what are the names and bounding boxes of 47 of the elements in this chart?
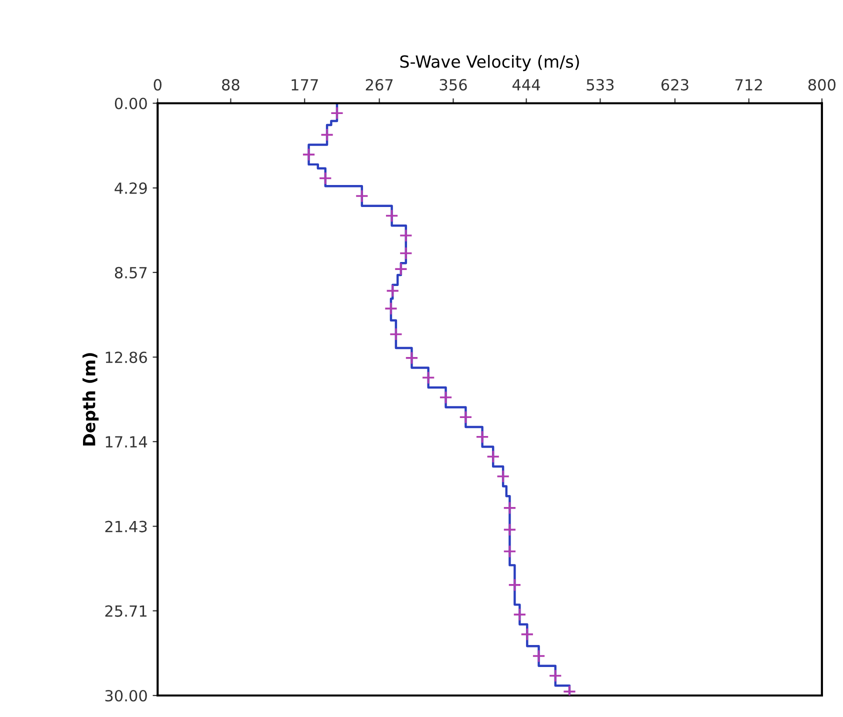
point: [355, 189, 369, 203]
point: [532, 649, 546, 663]
point: [389, 328, 403, 341]
point: [318, 172, 332, 185]
y-tick-label: 30.00: [105, 690, 147, 702]
point: [439, 390, 452, 404]
x-tick-label: 88: [222, 79, 240, 91]
point: [508, 578, 522, 592]
point: [502, 522, 516, 536]
point: [476, 430, 490, 444]
point: [386, 284, 400, 298]
point: [405, 351, 418, 365]
y-tick-label: 8.57: [114, 266, 147, 278]
x-tick-label: 444: [512, 79, 540, 90]
x-tick-label: 623: [661, 79, 688, 91]
y-tick-label: 0.00: [114, 98, 147, 110]
point: [458, 410, 472, 424]
point: [502, 501, 516, 515]
y-axis-title: Depth (m): [82, 353, 99, 446]
point: [320, 128, 334, 142]
point: [385, 209, 399, 222]
y-tick-label: 12.86: [106, 352, 147, 364]
point: [486, 450, 500, 464]
point: [399, 228, 413, 242]
x-tick-label: 177: [292, 79, 318, 90]
point: [520, 628, 534, 642]
point: [330, 106, 344, 120]
x-tick-label: 267: [366, 79, 393, 91]
x-tick-label: 356: [440, 79, 467, 91]
y-tick-label: 21.43: [105, 520, 147, 532]
point: [302, 148, 316, 162]
x-axis-title: S-Wave Velocity (m/s): [400, 54, 579, 72]
x-tick-label: 0: [154, 79, 162, 91]
point: [399, 246, 413, 260]
x-tick-label: 800: [808, 79, 836, 91]
point: [394, 262, 408, 276]
x-tick-label: 533: [586, 79, 614, 91]
point: [502, 544, 516, 558]
y-tick-label: 25.71: [105, 605, 147, 617]
x-tick-label: 712: [736, 79, 762, 90]
y-tick-label: 4.29: [114, 182, 147, 194]
point: [384, 302, 398, 316]
point: [548, 669, 562, 682]
point: [496, 470, 510, 484]
point: [512, 608, 526, 622]
y-tick-label: 17.14: [106, 436, 148, 448]
point: [422, 370, 436, 384]
